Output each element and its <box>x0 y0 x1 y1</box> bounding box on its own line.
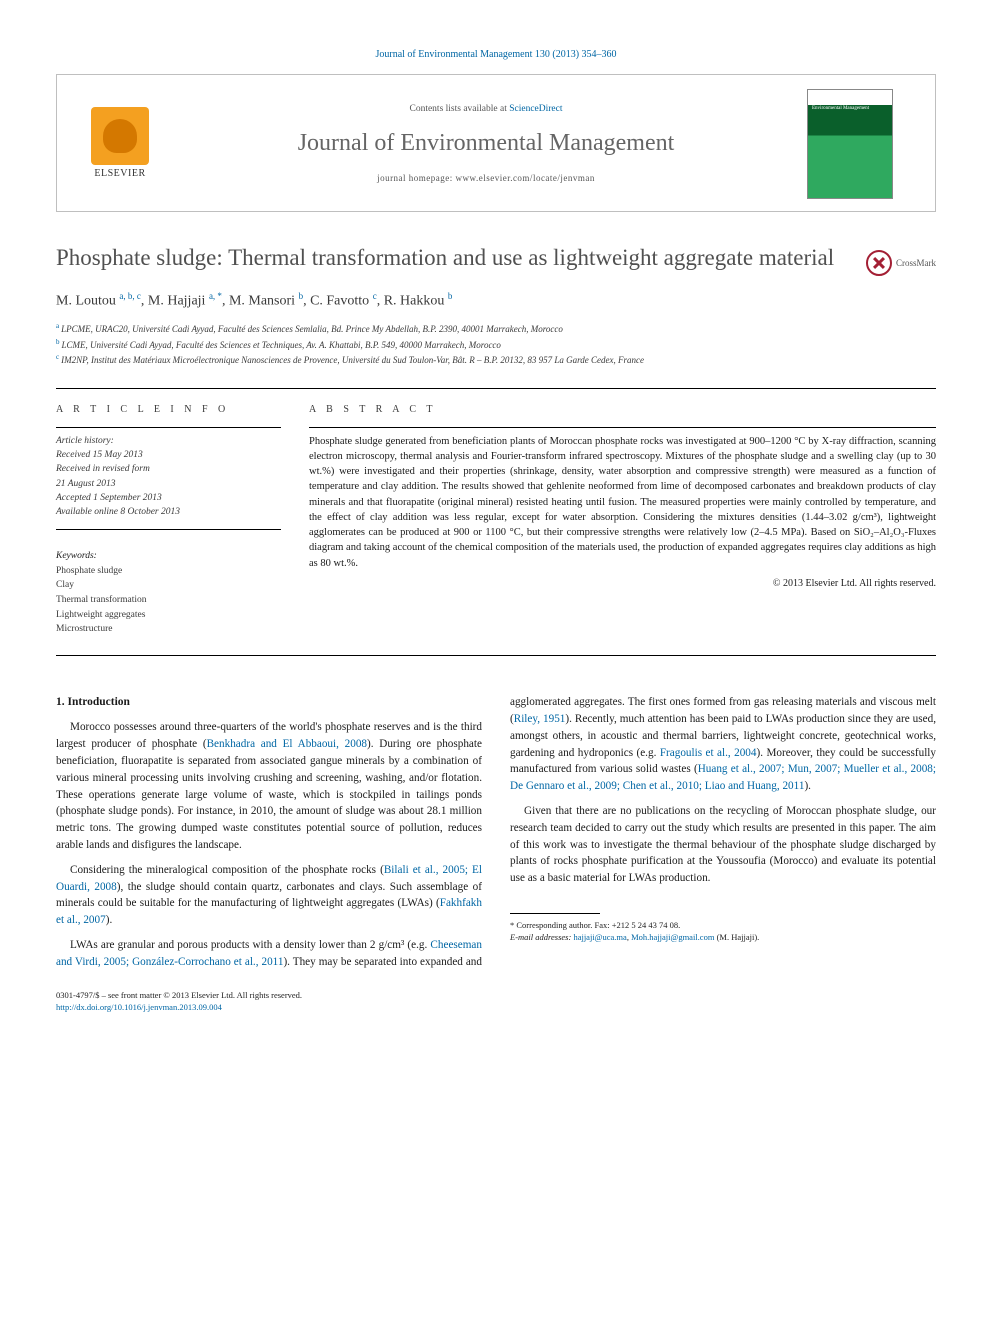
crossmark-label: CrossMark <box>896 257 936 270</box>
keywords-label: Keywords: <box>56 544 281 563</box>
keyword: Thermal transformation <box>56 593 281 608</box>
front-matter-text: 0301-4797/$ – see front matter © 2013 El… <box>56 989 936 1001</box>
crossmark-icon <box>866 250 892 276</box>
history-online: Available online 8 October 2013 <box>56 505 281 519</box>
title-row: Phosphate sludge: Thermal transformation… <box>56 244 936 276</box>
rule-info-2 <box>56 529 281 530</box>
affiliation-line: cIM2NP, Institut des Matériaux Microélec… <box>56 352 936 368</box>
keyword: Microstructure <box>56 622 281 637</box>
affiliations: aLPCME, URAC20, Université Cadi Ayyad, F… <box>56 321 936 368</box>
intro-p2: Considering the mineralogical compositio… <box>56 862 482 929</box>
emails-label: E-mail addresses: <box>510 932 573 942</box>
abstract-heading: A B S T R A C T <box>309 403 936 417</box>
journal-name: Journal of Environmental Management <box>177 127 795 161</box>
cover-title: Environmental Management <box>812 106 888 112</box>
page: Journal of Environmental Management 130 … <box>0 0 992 1053</box>
cite-fragoulis[interactable]: Fragoulis et al., 2004 <box>660 747 757 759</box>
p2c: ). <box>106 914 113 926</box>
front-matter-line: 0301-4797/$ – see front matter © 2013 El… <box>56 989 936 1014</box>
journal-cover-thumbnail: Environmental Management <box>807 89 893 199</box>
citation-header: Journal of Environmental Management 130 … <box>56 48 936 62</box>
history-accepted: Accepted 1 September 2013 <box>56 491 281 505</box>
affiliation-line: aLPCME, URAC20, Université Cadi Ayyad, F… <box>56 321 936 337</box>
journal-header-box: ELSEVIER Contents lists available at Sci… <box>56 74 936 212</box>
intro-p4: Given that there are no publications on … <box>510 803 936 887</box>
availability-prefix: Contents lists available at <box>409 104 509 114</box>
availability-line: Contents lists available at ScienceDirec… <box>177 103 795 116</box>
p3a: LWAs are granular and porous products wi… <box>70 939 430 951</box>
email-2[interactable]: Moh.hajjaji@gmail.com <box>631 932 714 942</box>
intro-heading: 1. Introduction <box>56 694 482 711</box>
info-abstract-grid: A R T I C L E I N F O Article history: R… <box>56 389 936 655</box>
corr-author-line: * Corresponding author. Fax: +212 5 24 4… <box>510 919 936 931</box>
keyword: Phosphate sludge <box>56 564 281 579</box>
rule-bottom <box>56 655 936 656</box>
abstract-column: A B S T R A C T Phosphate sludge generat… <box>309 403 936 637</box>
elsevier-tree-icon <box>91 107 149 165</box>
cite-benkhadra[interactable]: Benkhadra and El Abbaoui, 2008 <box>207 738 367 750</box>
email-1[interactable]: hajjaji@uca.ma <box>573 932 626 942</box>
copyright-line: © 2013 Elsevier Ltd. All rights reserved… <box>309 577 936 591</box>
sciencedirect-link[interactable]: ScienceDirect <box>509 104 562 114</box>
crossmark-badge[interactable]: CrossMark <box>866 250 936 276</box>
author-list: M. Loutou a, b, c, M. Hajjaji a, *, M. M… <box>56 290 936 311</box>
p2b: ), the sludge should contain quartz, car… <box>56 881 482 910</box>
article-info-column: A R T I C L E I N F O Article history: R… <box>56 403 281 637</box>
cite-riley[interactable]: Riley, 1951 <box>514 713 566 725</box>
body-columns: 1. Introduction Morocco possesses around… <box>56 694 936 970</box>
publisher-name: ELSEVIER <box>75 167 165 181</box>
footnote-rule <box>510 913 600 914</box>
p2a: Considering the mineralogical compositio… <box>70 864 384 876</box>
affiliation-line: bLCME, Université Cadi Ayyad, Faculté de… <box>56 337 936 353</box>
email-line: E-mail addresses: hajjaji@uca.ma, Moh.ha… <box>510 931 936 943</box>
email-author: (M. Hajjaji). <box>714 932 759 942</box>
header-center: Contents lists available at ScienceDirec… <box>177 103 795 184</box>
p1b: ). During ore phosphate beneficiation, f… <box>56 738 482 851</box>
article-history: Article history: Received 15 May 2013 Re… <box>56 428 281 520</box>
keyword: Lightweight aggregates <box>56 608 281 623</box>
history-label: Article history: <box>56 434 281 448</box>
intro-p1: Morocco possesses around three-quarters … <box>56 719 482 853</box>
corresponding-author-footnote: * Corresponding author. Fax: +212 5 24 4… <box>510 919 936 944</box>
history-revised-date: 21 August 2013 <box>56 477 281 491</box>
abstract-text: Phosphate sludge generated from benefici… <box>309 428 936 571</box>
p3e: ). <box>804 780 811 792</box>
doi-link[interactable]: http://dx.doi.org/10.1016/j.jenvman.2013… <box>56 1001 936 1013</box>
history-received: Received 15 May 2013 <box>56 448 281 462</box>
journal-homepage: journal homepage: www.elsevier.com/locat… <box>177 172 795 185</box>
article-info-heading: A R T I C L E I N F O <box>56 403 281 417</box>
publisher-logo: ELSEVIER <box>75 107 165 181</box>
keywords-list: Phosphate sludgeClayThermal transformati… <box>56 564 281 638</box>
keyword: Clay <box>56 578 281 593</box>
paper-title: Phosphate sludge: Thermal transformation… <box>56 244 834 273</box>
history-revised-label: Received in revised form <box>56 462 281 476</box>
